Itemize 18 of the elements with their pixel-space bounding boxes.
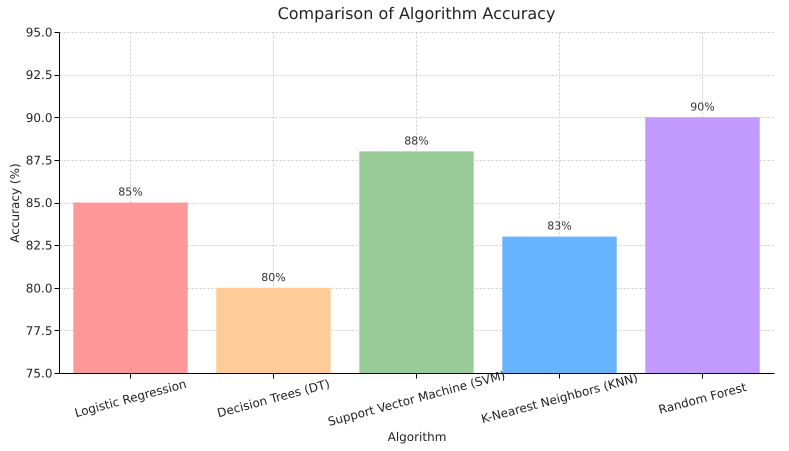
y-tick-label: 82.5 — [26, 238, 52, 253]
x-axis-title: Algorithm — [388, 430, 446, 444]
y-tick-label: 87.5 — [26, 153, 52, 168]
y-axis-title: Accuracy (%) — [8, 163, 22, 243]
y-tick-label: 90.0 — [26, 110, 52, 125]
y-tick-label: 75.0 — [26, 366, 52, 380]
y-tick-label: 80.0 — [26, 281, 52, 296]
data-label: 90% — [690, 100, 715, 114]
y-tick-label: 77.5 — [26, 324, 52, 338]
data-label: 80% — [261, 270, 286, 284]
data-label: 83% — [547, 220, 572, 233]
y-tick-label: 95.0 — [26, 26, 52, 40]
chart-title: Comparison of Algorithm Accuracy — [278, 4, 556, 23]
y-tick-label: 92.5 — [26, 68, 52, 82]
data-label: 85% — [118, 186, 143, 198]
y-tick-label: 85.0 — [26, 196, 52, 210]
data-label: 88% — [404, 134, 429, 148]
x-tick-label: Random Forest — [657, 380, 748, 417]
